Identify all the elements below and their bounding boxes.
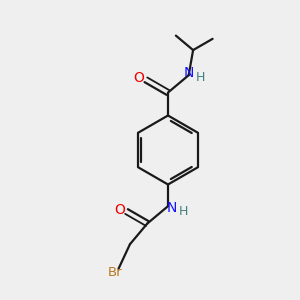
- Text: N: N: [167, 201, 177, 215]
- Text: Br: Br: [108, 266, 123, 279]
- Text: H: H: [179, 205, 188, 218]
- Text: N: N: [184, 66, 194, 80]
- Text: H: H: [195, 71, 205, 84]
- Text: O: O: [115, 203, 125, 217]
- Text: O: O: [133, 71, 144, 85]
